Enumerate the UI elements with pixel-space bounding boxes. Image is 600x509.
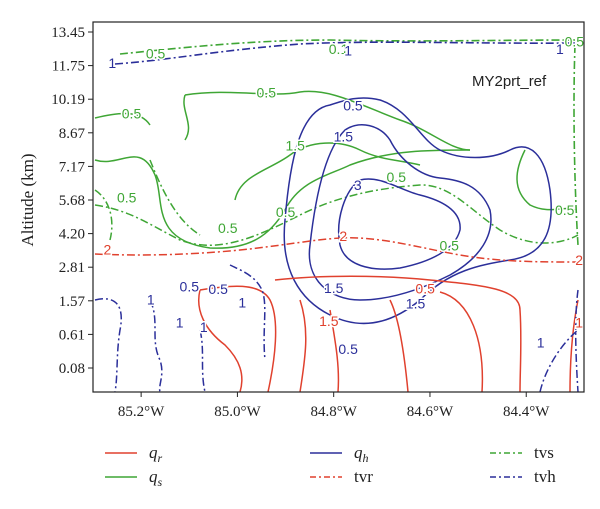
- tvs-contour-label: 0.5: [439, 238, 459, 254]
- tvs-contour-label: 0.5: [122, 105, 142, 121]
- tvr-contour-label: 2: [575, 252, 583, 268]
- tvs-contour: [119, 39, 576, 55]
- legend-label-qs: qs: [149, 467, 163, 489]
- qh-contour: [283, 97, 552, 325]
- tvh-contour-label: 0.5: [180, 278, 200, 294]
- qh-contour-label: 1.5: [334, 129, 354, 145]
- qr-contour: [299, 299, 307, 392]
- x-tick-label: 85.0°W: [214, 404, 261, 420]
- tvh-contour: [574, 289, 579, 392]
- legend-label-tvs: tvs: [534, 443, 554, 462]
- tvh-contour-label: 1: [200, 319, 208, 335]
- qs-contour: [184, 90, 471, 151]
- qh-contour-label: 0.5: [343, 98, 363, 114]
- tvh-contour-label: 1: [556, 41, 564, 57]
- y-tick-label: 0.08: [59, 361, 85, 377]
- qr-contour-label: 1.5: [319, 313, 339, 329]
- tvs-contour-label: 0.5: [218, 220, 238, 236]
- qh-contour: [308, 124, 492, 301]
- tvr-contour: [94, 237, 579, 263]
- y-tick-label: 8.67: [59, 126, 86, 142]
- qs-contour: [516, 149, 576, 211]
- y-tick-label: 7.17: [59, 159, 86, 175]
- y-axis-label: Altitude (km): [18, 153, 37, 246]
- tvh-contour: [94, 298, 122, 392]
- qr-contour: [439, 291, 484, 392]
- tvh-contour-label: 1: [537, 335, 545, 351]
- run-annotation: MY2prt_ref: [472, 73, 547, 90]
- legend-label-tvr: tvr: [354, 467, 373, 486]
- tvh-contour: [539, 329, 579, 392]
- y-tick-label: 11.75: [52, 59, 85, 75]
- legend-label-qh: qh: [354, 443, 369, 465]
- tvh-contour-label: 1: [238, 295, 246, 311]
- qr-contour: [198, 289, 243, 392]
- y-tick-label: 2.81: [59, 260, 85, 276]
- tvr-contour-label: 1: [575, 315, 583, 331]
- qr-contour: [329, 309, 340, 392]
- y-tick-label: 0.61: [59, 327, 85, 343]
- tvh-contour: [229, 264, 266, 361]
- y-tick-label: 13.45: [51, 25, 85, 41]
- tvs-contour: [94, 184, 579, 246]
- tvs-contour-label: 0.5: [117, 189, 137, 205]
- qs-contour-label: 0.5: [257, 85, 277, 101]
- tvh-contour: [114, 41, 576, 65]
- qr-contour: [199, 285, 277, 392]
- qr-contour-label: 0.5: [415, 281, 435, 297]
- qr-contour: [389, 299, 409, 392]
- qr-contour: [274, 275, 522, 392]
- x-tick-label: 84.6°W: [407, 404, 454, 420]
- qs-contour-label: 1.5: [285, 138, 305, 154]
- tvs-contour-label: 0.5: [146, 46, 166, 62]
- legend-label-qr: qr: [149, 443, 163, 465]
- qh-contour-label: 1.5: [324, 280, 344, 296]
- tvh-contour-label: 1: [108, 55, 116, 71]
- tvs-contour-label: 0.5: [276, 204, 296, 220]
- y-tick-label: 1.57: [59, 294, 86, 310]
- tvh-contour: [149, 299, 163, 392]
- tvs-contour: [149, 159, 201, 236]
- tvh-contour: [199, 329, 206, 392]
- qs-contour: [94, 149, 471, 249]
- tvs-contour: [573, 44, 579, 246]
- qh-contour-label: 0.5: [338, 341, 358, 357]
- tvs-contour-label: 0.5: [565, 33, 585, 49]
- qs-contour: [94, 112, 151, 126]
- y-tick-label: 5.68: [59, 193, 85, 209]
- x-tick-label: 84.4°W: [503, 404, 550, 420]
- y-tick-label: 10.19: [51, 92, 85, 108]
- tvs-contour: [94, 189, 113, 241]
- tvs-contour-label: 0.5: [555, 202, 575, 218]
- qs-contour: [183, 94, 190, 141]
- qs-contour: [234, 142, 421, 201]
- tvr-contour-label: 2: [104, 241, 112, 257]
- y-tick-label: 4.20: [59, 227, 85, 243]
- tvh-contour-label: 1: [147, 291, 155, 307]
- plot-frame: [92, 21, 585, 393]
- tvh-contour-label: 1: [344, 42, 352, 58]
- qh-contour-label: 1.5: [406, 295, 426, 311]
- legend-label-tvh: tvh: [534, 467, 556, 486]
- qh-contour-label: 3: [354, 177, 362, 193]
- tvs-contour-label: 0.5: [387, 169, 407, 185]
- tvh-contour-label: 1: [176, 315, 184, 331]
- tvr-contour-label: 2: [339, 228, 347, 244]
- x-tick-label: 85.2°W: [118, 404, 165, 420]
- tvh-contour-label: 0.5: [208, 281, 228, 297]
- x-tick-label: 84.8°W: [310, 404, 357, 420]
- tvs-contour-label: 0.1: [329, 41, 349, 57]
- contour-lines: [94, 39, 579, 392]
